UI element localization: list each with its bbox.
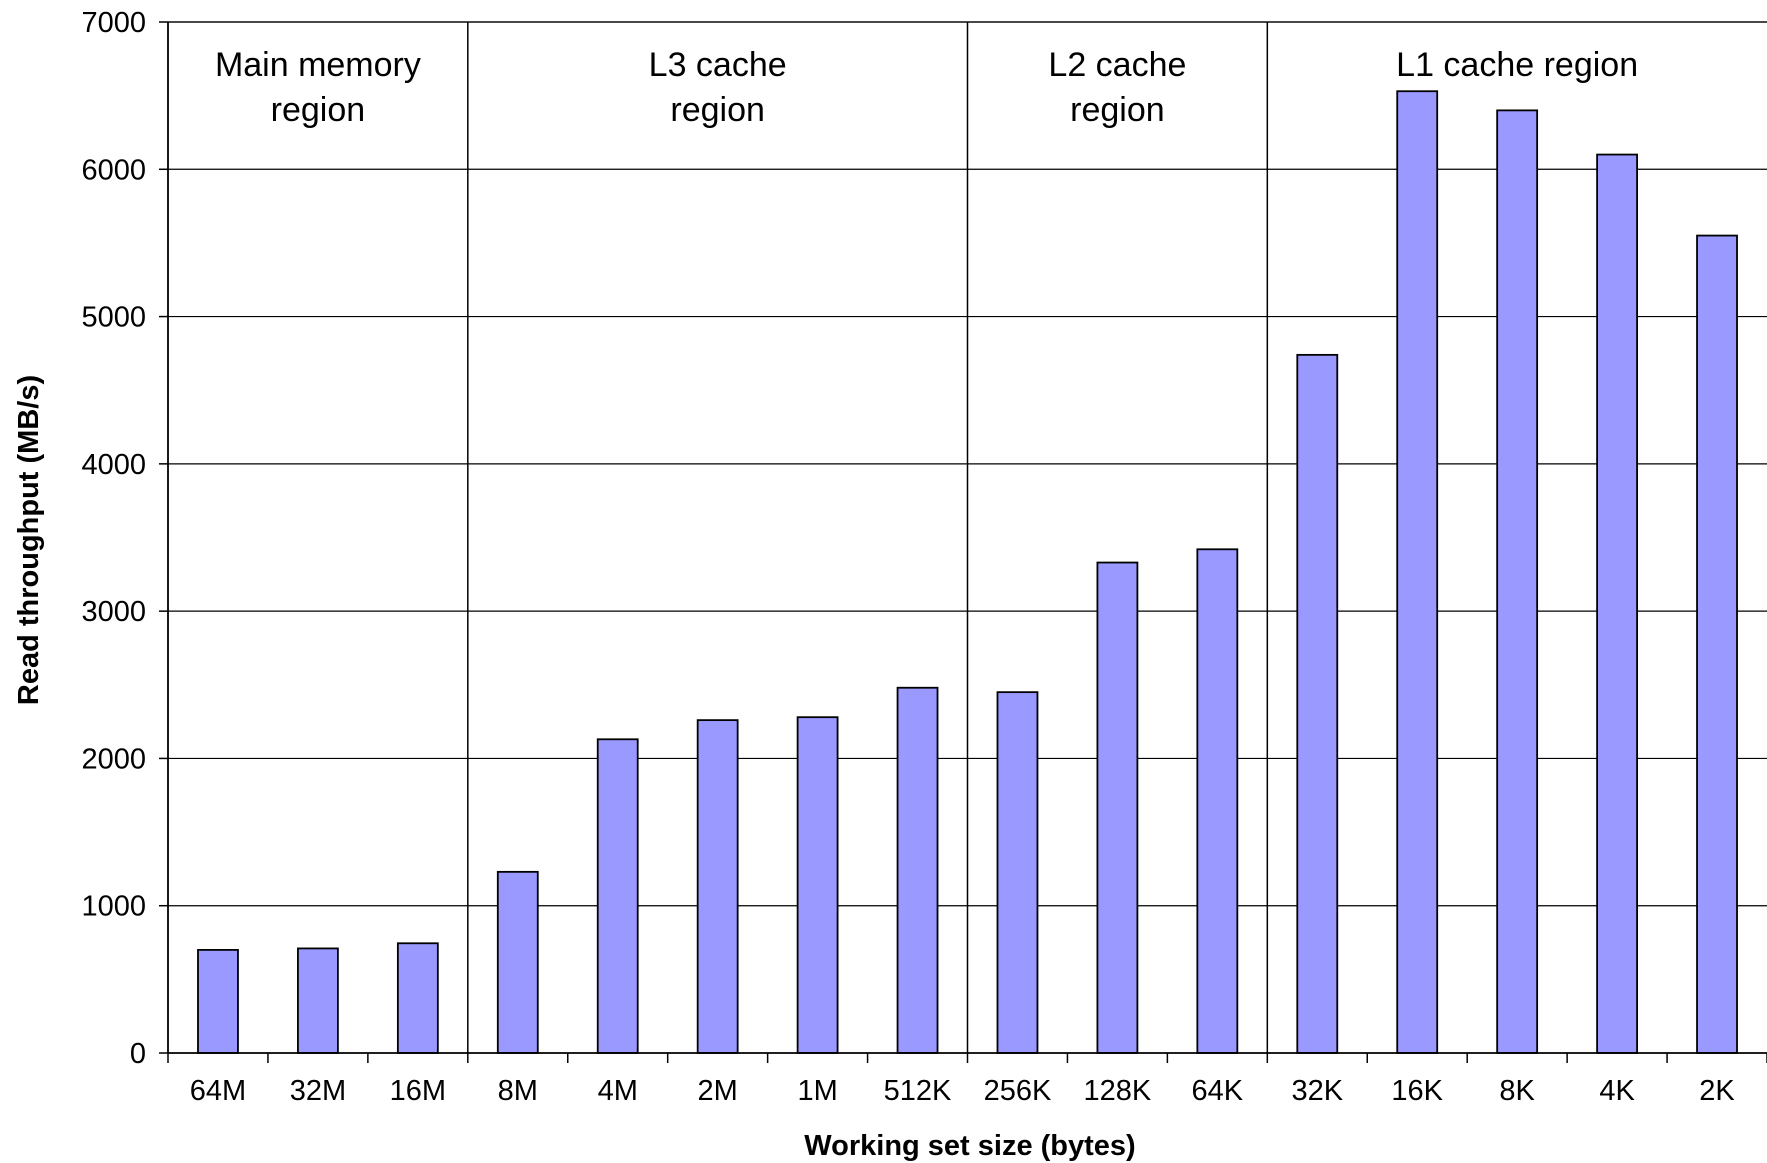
bar-16K — [1396, 90, 1439, 1054]
y-tick-label: 5000 — [81, 302, 146, 334]
x-tick-label: 4M — [598, 1075, 638, 1107]
x-tick-label: 128K — [1084, 1075, 1152, 1107]
bar-64M — [197, 949, 239, 1054]
bar-64K — [1196, 548, 1239, 1054]
x-tick-label: 16M — [390, 1075, 446, 1107]
y-tick-label: 0 — [130, 1038, 146, 1070]
y-axis-title: Read throughput (MB/s) — [13, 375, 45, 705]
bar-4K — [1596, 153, 1638, 1054]
bar-8M — [496, 870, 539, 1054]
x-tick-label: 4K — [1599, 1075, 1635, 1107]
x-tick-label: 8K — [1499, 1075, 1535, 1107]
bar-256K — [996, 691, 1039, 1054]
y-tick-label: 6000 — [81, 154, 146, 186]
region-label: L3 cache — [649, 46, 787, 84]
x-tick-label: 256K — [984, 1075, 1052, 1107]
region-dividers — [467, 22, 1269, 1053]
bar-2M — [696, 719, 739, 1054]
x-tick-label: 2M — [698, 1075, 738, 1107]
region-label: L1 cache region — [1396, 46, 1638, 84]
region-label: region — [670, 91, 765, 129]
x-tick-label: 64K — [1192, 1075, 1244, 1107]
y-tick-label: 7000 — [81, 7, 146, 39]
x-tick-label: 64M — [190, 1075, 246, 1107]
y-tick-label: 4000 — [81, 449, 146, 481]
bar-32K — [1296, 353, 1339, 1054]
axes — [159, 21, 1767, 1063]
x-tick-label: 16K — [1391, 1075, 1443, 1107]
bar-128K — [1096, 561, 1139, 1054]
region-label: Main memory — [215, 46, 421, 84]
labels: 0 1000 2000 3000 4000 5000 6000 7000 64M 32M 16M 8M… — [81, 7, 1735, 1107]
bar-1M — [796, 716, 839, 1054]
region-label: L2 cache — [1048, 46, 1186, 84]
y-tick-label: 3000 — [81, 596, 146, 628]
x-tick-label: 2K — [1699, 1075, 1735, 1107]
bar-2K — [1696, 234, 1738, 1054]
bar-16M — [396, 942, 439, 1054]
bar-4M — [596, 738, 639, 1054]
region-label: region — [271, 91, 366, 129]
y-tick-label: 1000 — [81, 891, 146, 923]
x-tick-label: 1M — [797, 1075, 837, 1107]
x-tick-label: 8M — [498, 1075, 538, 1107]
y-tick-label: 2000 — [81, 743, 146, 775]
x-tick-label: 512K — [884, 1075, 952, 1107]
region-label: region — [1070, 91, 1165, 129]
x-axis-title: Working set size (bytes) — [804, 1130, 1135, 1162]
x-tick-label: 32M — [290, 1075, 346, 1107]
bar-512K — [896, 686, 939, 1054]
bars — [197, 90, 1738, 1054]
bar-32M — [297, 947, 339, 1054]
x-tick-label: 32K — [1291, 1075, 1343, 1107]
bar-8K — [1496, 109, 1539, 1054]
